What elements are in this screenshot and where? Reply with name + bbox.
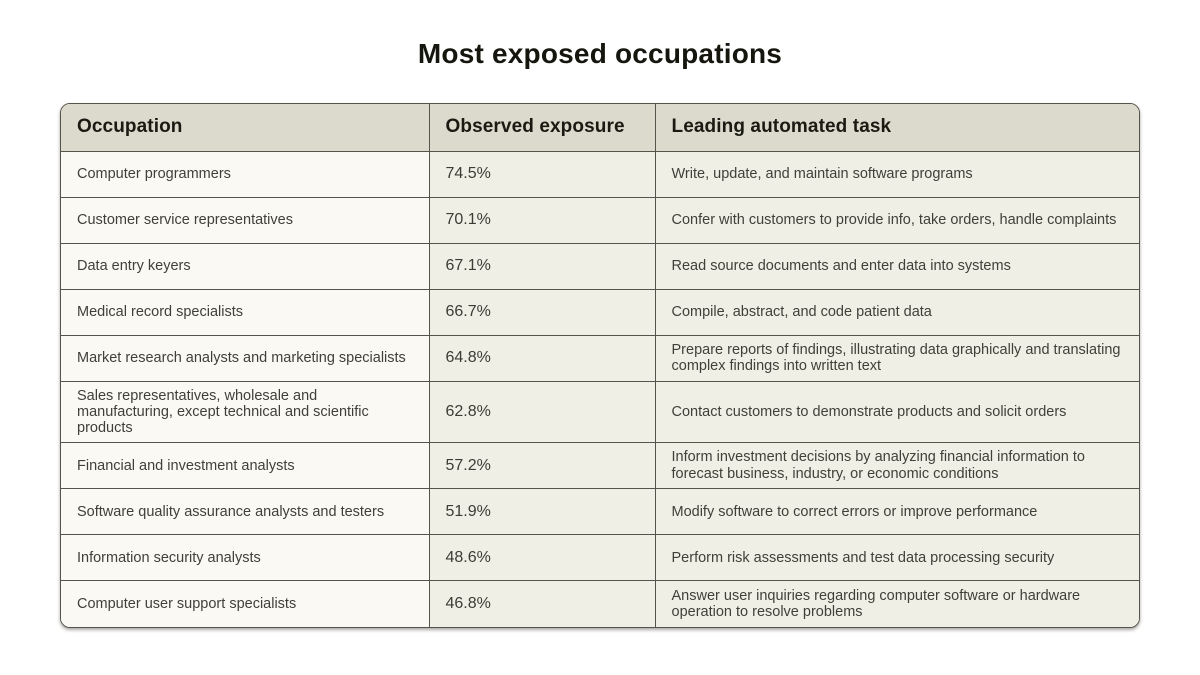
exposure-cell: 51.9% xyxy=(428,488,656,536)
task-cell: Confer with customers to provide info, t… xyxy=(654,196,1139,244)
task-cell: Modify software to correct errors or imp… xyxy=(654,488,1139,536)
exposure-cell: 57.2% xyxy=(428,442,656,490)
table-row: Medical record specialists 66.7% Compile… xyxy=(61,288,1139,336)
exposure-cell: 64.8% xyxy=(428,334,656,382)
table-row: Financial and investment analysts 57.2% … xyxy=(61,442,1139,490)
header-occupation: Occupation xyxy=(61,104,430,152)
task-cell: Read source documents and enter data int… xyxy=(654,242,1139,290)
table-row: Computer user support specialists 46.8% … xyxy=(61,580,1139,627)
table-row: Computer programmers 74.5% Write, update… xyxy=(61,150,1139,198)
exposure-table-container: Occupation Observed exposure Leading aut… xyxy=(60,103,1140,628)
exposure-cell: 70.1% xyxy=(428,196,656,244)
task-cell: Write, update, and maintain software pro… xyxy=(654,150,1139,198)
table-row: Customer service representatives 70.1% C… xyxy=(61,196,1139,244)
occupation-cell: Data entry keyers xyxy=(61,242,430,290)
occupation-cell: Market research analysts and marketing s… xyxy=(61,334,430,382)
occupation-cell: Software quality assurance analysts and … xyxy=(61,488,430,536)
table-row: Software quality assurance analysts and … xyxy=(61,488,1139,536)
task-cell: Compile, abstract, and code patient data xyxy=(654,288,1139,336)
table-row: Market research analysts and marketing s… xyxy=(61,334,1139,382)
exposure-cell: 48.6% xyxy=(428,534,656,582)
exposure-cell: 62.8% xyxy=(428,380,656,444)
table-header-row: Occupation Observed exposure Leading aut… xyxy=(61,104,1139,152)
task-cell: Contact customers to demonstrate product… xyxy=(654,380,1139,444)
exposure-cell: 74.5% xyxy=(428,150,656,198)
occupation-cell: Financial and investment analysts xyxy=(61,442,430,490)
exposure-table: Occupation Observed exposure Leading aut… xyxy=(61,104,1139,627)
page-title: Most exposed occupations xyxy=(417,38,783,69)
task-cell: Answer user inquiries regarding computer… xyxy=(654,580,1139,627)
occupation-cell: Medical record specialists xyxy=(61,288,430,336)
task-cell: Prepare reports of findings, illustratin… xyxy=(654,334,1139,382)
occupation-cell: Computer programmers xyxy=(61,150,430,198)
occupation-cell: Customer service representatives xyxy=(61,196,430,244)
task-cell: Perform risk assessments and test data p… xyxy=(654,534,1139,582)
header-observed-exposure: Observed exposure xyxy=(428,104,656,152)
exposure-cell: 46.8% xyxy=(428,580,656,627)
table-row: Sales representatives, wholesale and man… xyxy=(61,380,1139,444)
table-row: Information security analysts 48.6% Perf… xyxy=(61,534,1139,582)
occupation-cell: Information security analysts xyxy=(61,534,430,582)
table-row: Data entry keyers 67.1% Read source docu… xyxy=(61,242,1139,290)
task-cell: Inform investment decisions by analyzing… xyxy=(654,442,1139,490)
header-leading-automated-task: Leading automated task xyxy=(654,104,1139,152)
occupation-cell: Computer user support specialists xyxy=(61,580,430,627)
exposure-cell: 66.7% xyxy=(428,288,656,336)
occupation-cell: Sales representatives, wholesale and man… xyxy=(61,380,430,444)
exposure-cell: 67.1% xyxy=(428,242,656,290)
